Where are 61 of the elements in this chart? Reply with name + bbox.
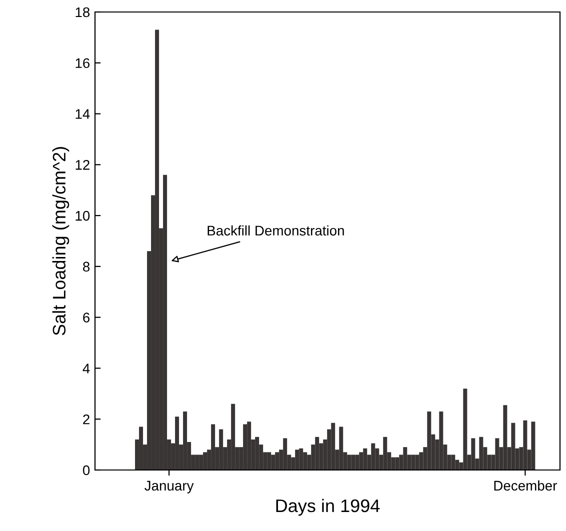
bar — [495, 438, 500, 470]
bar — [195, 454, 200, 470]
y-tick-label: 12 — [76, 160, 90, 170]
bar — [339, 426, 344, 470]
bar — [243, 424, 248, 470]
bar — [523, 420, 528, 470]
bar — [331, 422, 336, 470]
bar — [359, 452, 364, 470]
bar — [255, 436, 260, 470]
bar — [439, 411, 444, 470]
bar — [163, 174, 168, 470]
y-tick-label: 18 — [76, 7, 90, 18]
bar — [175, 416, 180, 470]
bar — [355, 454, 360, 470]
bar — [203, 452, 208, 470]
bar — [471, 438, 476, 470]
bar — [411, 454, 416, 470]
bar — [403, 447, 408, 470]
bar — [463, 388, 468, 470]
bar — [275, 452, 280, 470]
bar — [295, 450, 300, 470]
bar — [315, 436, 320, 470]
bar — [479, 436, 484, 470]
y-tick-label: 10 — [76, 210, 90, 221]
y-tick-label: 14 — [76, 109, 90, 119]
bar — [283, 438, 288, 470]
bar — [395, 457, 400, 470]
bar — [155, 30, 160, 470]
bar — [247, 422, 252, 470]
y-tick-label: 16 — [76, 58, 90, 68]
bar — [415, 454, 420, 470]
bar — [351, 454, 356, 470]
y-tick-label: 4 — [82, 364, 90, 374]
bar — [451, 454, 456, 470]
y-tick-label: 8 — [83, 262, 90, 272]
bar — [511, 422, 516, 470]
bar — [219, 429, 224, 470]
bar — [383, 436, 388, 470]
bar — [267, 452, 272, 470]
bar — [303, 452, 308, 470]
bar — [371, 443, 376, 470]
x-tick-label: December — [494, 480, 557, 491]
y-axis-title: Salt Loading (mg/cm^2) — [52, 147, 70, 336]
bar — [183, 411, 188, 470]
annotation: Backfill Demonstration — [208, 225, 344, 236]
bar — [199, 454, 204, 470]
bar — [211, 424, 216, 470]
bar — [363, 448, 368, 470]
bar — [531, 422, 536, 470]
y-tick-label: 2 — [83, 414, 90, 424]
bar — [139, 426, 144, 470]
bar — [503, 405, 508, 470]
x-axis-title: Days in 1994 — [276, 498, 380, 516]
bar — [427, 411, 432, 470]
bar — [271, 454, 276, 470]
bar — [231, 404, 236, 470]
bar — [299, 448, 304, 470]
y-tick-label: 0 — [82, 465, 90, 476]
x-tick-label: January — [144, 480, 194, 494]
bar — [347, 454, 352, 470]
y-tick-label: 6 — [83, 312, 90, 323]
